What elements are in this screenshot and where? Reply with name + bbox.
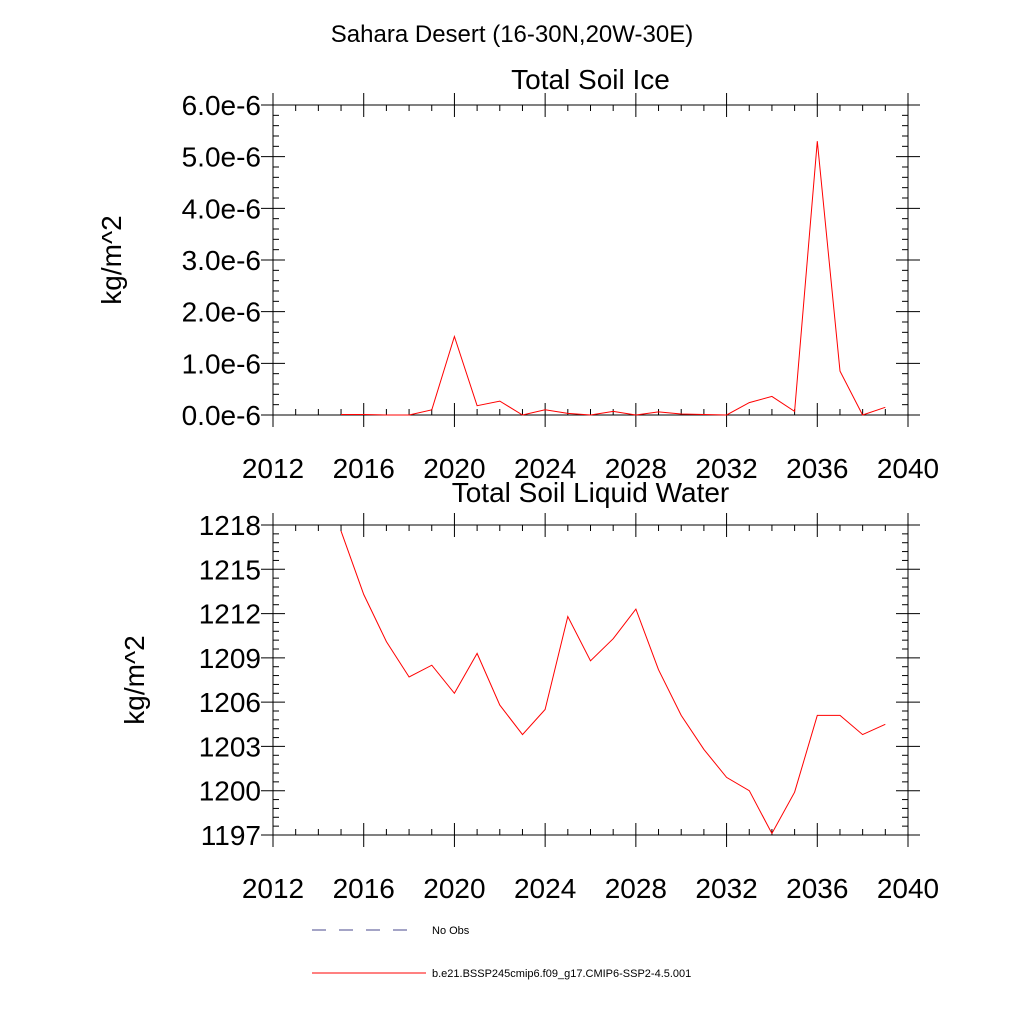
- y-tick-label: 6.0e-6: [182, 90, 261, 121]
- chart-title: Total Soil Ice: [511, 64, 670, 95]
- plot-frame: [272, 524, 909, 836]
- x-tick-label: 2036: [786, 453, 848, 484]
- x-tick-label: 2024: [514, 873, 576, 904]
- x-tick-label: 2020: [423, 873, 485, 904]
- x-tick-label: 2016: [333, 453, 395, 484]
- y-tick-label: 0.0e-6: [182, 400, 261, 431]
- figure-title: Sahara Desert (16-30N,20W-30E): [331, 21, 693, 48]
- x-tick-label: 2016: [333, 873, 395, 904]
- y-tick-label: 1200: [199, 776, 261, 807]
- y-axis-label: kg/m^2: [119, 635, 150, 724]
- chart-panel-soil-ice: Total Soil Ice kg/m^2 2012 2016 2020 2024 2028…: [96, 64, 939, 484]
- legend-label-model-run: b.e21.BSSP245cmip6.f09_g17.CMIP6-SSP2-4.…: [432, 968, 691, 980]
- x-tick-label: 2040: [877, 453, 939, 484]
- x-tick-label: 2028: [605, 453, 667, 484]
- y-tick-label: 1197: [201, 820, 261, 851]
- y-tick-label: 3.0e-6: [182, 245, 261, 276]
- y-tick-label: 1203: [199, 731, 261, 762]
- y-tick-label: 5.0e-6: [182, 142, 261, 173]
- legend: No Obs b.e21.BSSP245cmip6.f09_g17.CMIP6-…: [312, 925, 691, 980]
- y-tick-label: 2.0e-6: [182, 297, 261, 328]
- series-line: [341, 141, 886, 416]
- x-tick-label: 2036: [786, 873, 848, 904]
- x-tick-label: 2020: [423, 453, 485, 484]
- x-tick-label: 2028: [605, 873, 667, 904]
- x-tick-label: 2040: [877, 873, 939, 904]
- x-tick-label: 2024: [514, 453, 576, 484]
- x-tick-label: 2012: [242, 453, 304, 484]
- y-tick-label: 1215: [199, 554, 261, 585]
- y-tick-label: 1.0e-6: [182, 348, 261, 379]
- y-tick-label: 1209: [199, 643, 261, 674]
- y-tick-label: 1206: [199, 687, 261, 718]
- legend-label-no-obs: No Obs: [432, 925, 470, 937]
- y-tick-label: 1218: [199, 510, 261, 541]
- y-tick-label: 1212: [199, 599, 261, 630]
- y-tick-label: 4.0e-6: [182, 193, 261, 224]
- plot-frame: [272, 104, 909, 416]
- y-axis-label: kg/m^2: [96, 215, 127, 304]
- chart-title: Total Soil Liquid Water: [452, 477, 730, 508]
- x-tick-label: 2032: [695, 453, 757, 484]
- x-tick-label: 2012: [242, 873, 304, 904]
- chart-panel-soil-liquid-water: Total Soil Liquid Water kg/m^2 2012 2016 202…: [119, 477, 939, 904]
- x-tick-label: 2032: [695, 873, 757, 904]
- series-line: [340, 530, 886, 835]
